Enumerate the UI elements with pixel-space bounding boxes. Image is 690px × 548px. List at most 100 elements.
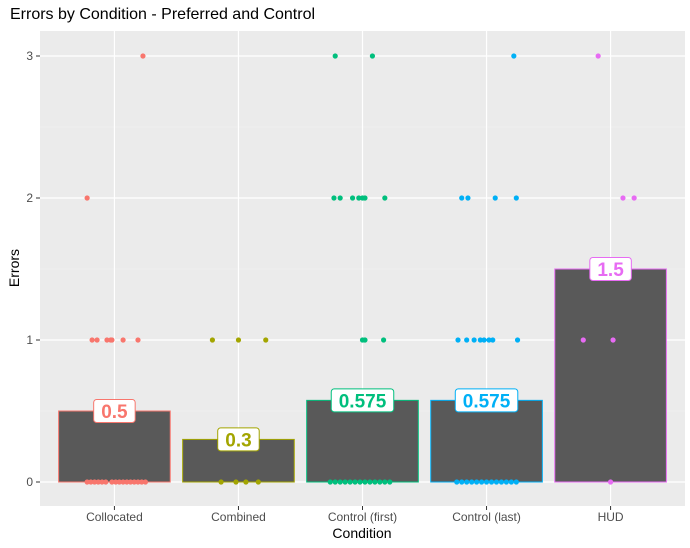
mean-label-text: 0.3 [225,430,251,451]
data-point [513,479,519,485]
data-point [481,337,487,343]
data-point [382,195,388,201]
data-point [99,479,105,485]
mean-label-box [217,427,260,452]
data-point [140,53,146,59]
data-point [233,479,239,485]
data-point [514,337,521,343]
data-point [459,195,465,201]
data-point [478,479,485,485]
mean-label-text: 1.5 [597,260,624,281]
x-tick-label: Control (first) [328,510,397,524]
data-point [84,479,90,485]
data-point [120,479,126,485]
data-point [135,337,141,343]
y-tick-label: 0 [26,475,33,489]
data-point [464,479,470,485]
mean-label-text: 0.575 [463,391,511,412]
data-point [465,195,471,201]
data-point [477,337,483,343]
data-point [332,479,338,485]
data-point [218,479,224,485]
data-point [471,337,477,343]
mean-labels-group: 0.5 0.3 0.575 0.575 1.5 [93,257,632,452]
data-point [337,479,343,485]
data-point [127,479,134,485]
bar [182,438,295,483]
data-point [337,195,343,201]
x-tick-label: Control (last) [452,510,521,524]
data-point [469,479,475,485]
data-point [610,337,616,343]
data-point [94,337,100,343]
data-point [139,479,145,485]
mean-label-box [589,257,632,281]
data-point [459,479,465,485]
x-tick-label: Combined [211,510,266,524]
data-point [243,479,249,485]
data-point [209,337,216,343]
bar [306,399,419,483]
mean-label-box [454,388,519,413]
data-point [483,479,490,485]
data-point [135,479,141,485]
x-axis: Collocated Combined Control (first) Control… [86,506,624,524]
data-point [513,195,519,201]
bar [430,399,543,483]
data-point [84,195,90,201]
data-point [352,479,358,485]
data-point [362,195,368,201]
data-point [607,479,614,485]
mean-label-text: 0.575 [339,391,387,412]
y-axis-title: Errors [6,249,22,287]
data-point [372,479,378,485]
chart-title: Errors by Condition - Preferred and Cont… [10,6,316,23]
data-point [488,479,495,485]
data-point [91,479,98,485]
mean-label: 0.3 [217,427,260,452]
data-point [332,53,338,59]
y-tick-label: 3 [26,49,33,63]
data-point [508,479,514,485]
data-point [492,195,498,201]
x-tick-label: HUD [598,510,624,524]
data-point [580,337,586,343]
data-point [235,337,242,343]
data-point [142,479,149,485]
data-point [387,479,393,485]
mean-label-box [330,388,395,413]
mean-label: 1.5 [589,257,632,281]
mean-label-text: 0.5 [101,402,128,423]
data-point [356,195,362,201]
data-point [503,479,509,485]
bar [554,268,667,483]
mean-label: 0.5 [93,399,136,423]
data-point [131,479,137,485]
data-point [382,479,388,485]
data-point [620,195,626,201]
data-point [124,479,130,485]
data-point [498,479,505,485]
data-point [377,479,383,485]
mean-label: 0.575 [454,388,519,413]
data-point [369,53,376,59]
points-group [84,53,637,485]
x-axis-title: Condition [332,525,391,541]
mean-label-box [93,399,136,423]
data-point [88,479,94,485]
mean-label: 0.575 [330,388,395,413]
y-tick-label: 1 [26,333,33,347]
data-point [120,337,126,343]
data-point [357,479,363,485]
data-point [104,337,110,343]
y-tick-label: 2 [26,191,33,205]
data-point [367,479,373,485]
data-point [454,479,460,485]
data-point [103,479,109,485]
data-point [595,53,601,59]
data-point [511,53,517,59]
data-point [631,195,637,201]
data-point [255,479,261,485]
y-axis: 0 1 2 3 [26,49,40,489]
data-point [362,479,368,485]
